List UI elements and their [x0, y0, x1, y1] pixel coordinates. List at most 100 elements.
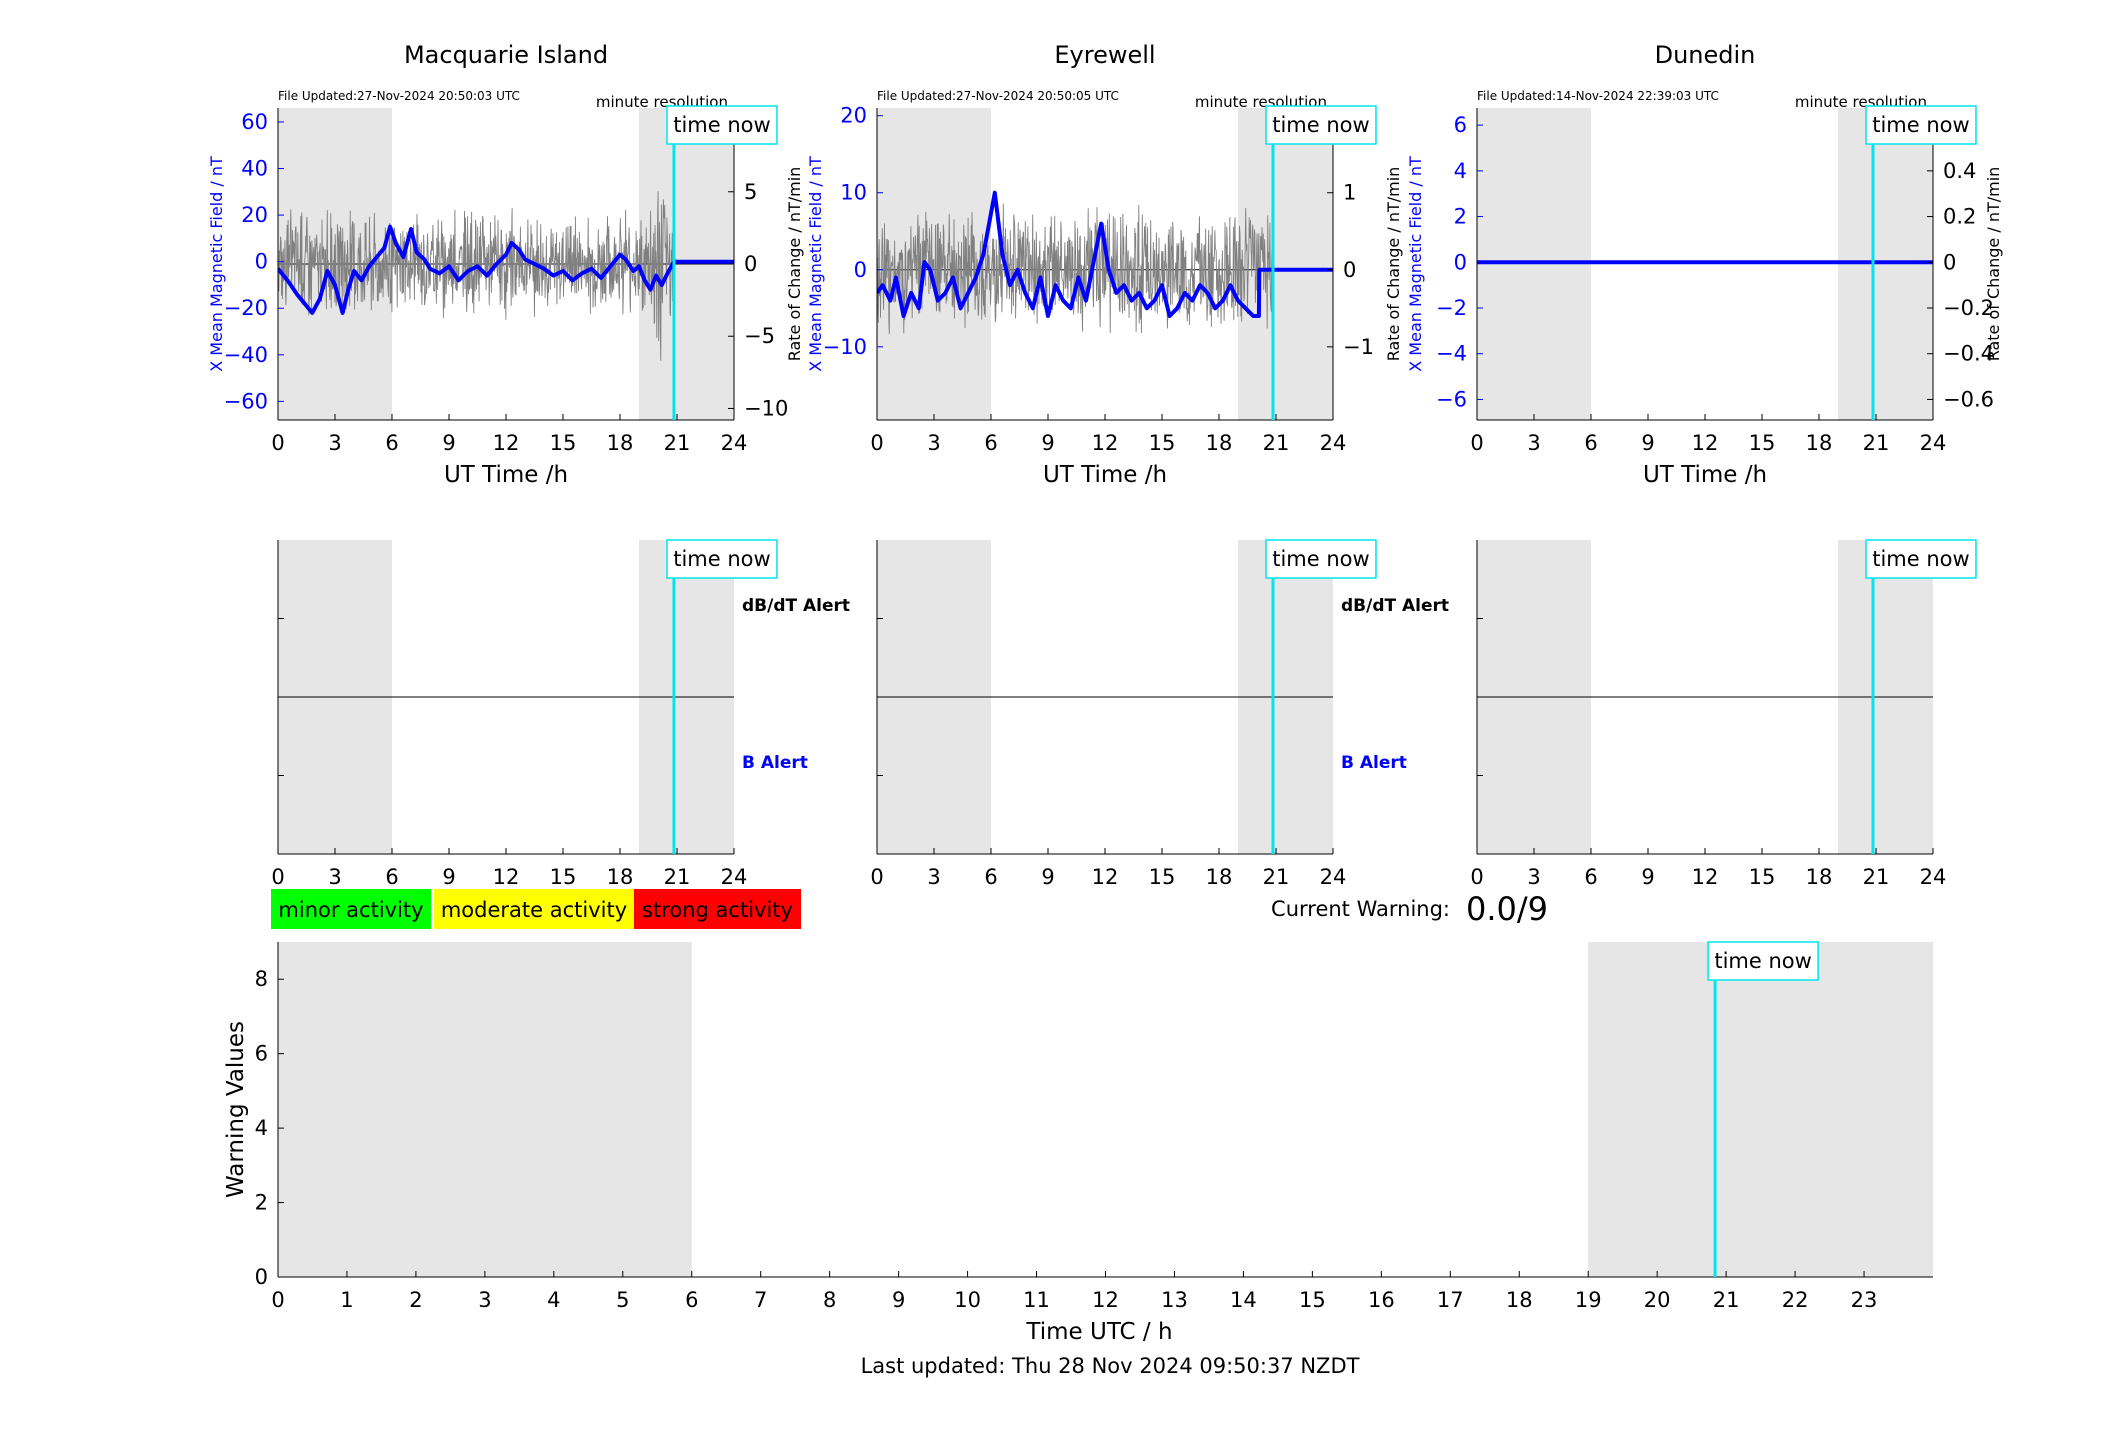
legend-swatch-minor — [271, 889, 431, 929]
legend-moderate: moderate activity — [434, 889, 634, 929]
x-tick-label: 3 — [328, 431, 341, 455]
x-tick-label: 14 — [1230, 1288, 1257, 1312]
y-left-tick-label: −60 — [224, 389, 268, 413]
x-axis-label: UT Time /h — [1643, 462, 1767, 488]
current-warning-value: 0.0/9 — [1466, 890, 1548, 928]
alert-panel-1: 0 3 6 9 12 15 18 21 24 dB/dT Alert B Alert time now — [870, 539, 1449, 889]
time-now-label: time now — [1714, 949, 1811, 973]
x-tick-label: 0 — [271, 1288, 284, 1312]
y-right-tick-label: 0 — [1343, 258, 1356, 282]
x-tick-label: 6 — [984, 431, 997, 455]
y-tick-label: 2 — [255, 1191, 268, 1215]
x-tick-label: 3 — [1527, 431, 1540, 455]
y-left-axis-label: X Mean Magnetic Field / nT — [806, 156, 825, 372]
y-left-tick-label: 6 — [1454, 113, 1467, 137]
x-tick-label: 21 — [664, 865, 691, 889]
legend-label-strong: strong activity — [642, 898, 793, 922]
x-tick-label: 6 — [984, 865, 997, 889]
x-tick-label: 3 — [927, 431, 940, 455]
x-tick-label: 20 — [1644, 1288, 1671, 1312]
x-tick-label: 15 — [550, 431, 577, 455]
y-right-axis-label: Rate of Change / nT/min — [1384, 167, 1403, 362]
y-right-axis-label: Rate of Change / nT/min — [785, 167, 804, 362]
x-tick-label: 0 — [870, 431, 883, 455]
x-tick-label: 11 — [1023, 1288, 1050, 1312]
y-left-tick-label: −20 — [224, 296, 268, 320]
x-tick-label: 24 — [721, 865, 748, 889]
x-tick-label: 4 — [547, 1288, 560, 1312]
legend-label-minor: minor activity — [278, 898, 423, 922]
y-right-tick-label: −0.4 — [1943, 342, 1994, 366]
station-panel-2: Dunedin File Updated:14-Nov-2024 22:39:03… — [1406, 41, 2003, 488]
file-updated-text: File Updated:27-Nov-2024 20:50:05 UTC — [877, 89, 1119, 103]
x-tick-label: 24 — [1320, 431, 1347, 455]
x-tick-label: 23 — [1851, 1288, 1878, 1312]
x-axis-label: UT Time /h — [1043, 462, 1167, 488]
x-tick-label: 12 — [493, 865, 520, 889]
y-right-tick-label: −5 — [744, 324, 775, 348]
y-left-tick-label: −40 — [224, 343, 268, 367]
x-tick-label: 12 — [1092, 431, 1119, 455]
y-right-tick-label: 0.4 — [1943, 159, 1976, 183]
time-now-label: time now — [1272, 113, 1369, 137]
x-axis-label: UT Time /h — [444, 462, 568, 488]
x-tick-label: 2 — [409, 1288, 422, 1312]
y-tick-label: 6 — [255, 1042, 268, 1066]
y-left-tick-label: 40 — [241, 157, 268, 181]
x-tick-label: 9 — [1641, 431, 1654, 455]
time-now-box — [666, 105, 778, 145]
x-tick-label: 21 — [664, 431, 691, 455]
x-tick-label: 5 — [616, 1288, 629, 1312]
rate-of-change-line — [278, 191, 675, 361]
rate-of-change-line — [877, 203, 1274, 335]
x-tick-label: 18 — [1806, 865, 1833, 889]
b-alert-label: B Alert — [1341, 753, 1407, 773]
time-now-label: time now — [673, 113, 770, 137]
x-tick-label: 15 — [1149, 431, 1176, 455]
y-right-tick-label: 0 — [1943, 250, 1956, 274]
x-tick-label: 15 — [1749, 431, 1776, 455]
y-left-tick-label: 10 — [840, 181, 867, 205]
y-left-axis-label: X Mean Magnetic Field / nT — [207, 156, 226, 372]
x-tick-label: 9 — [1041, 865, 1054, 889]
x-tick-label: 12 — [1692, 865, 1719, 889]
y-tick-label: 0 — [255, 1265, 268, 1289]
x-tick-label: 24 — [721, 431, 748, 455]
x-tick-label: 13 — [1161, 1288, 1188, 1312]
b-alert-label: B Alert — [742, 753, 808, 773]
y-tick-label: 4 — [255, 1116, 268, 1140]
y-right-tick-label: 1 — [1343, 181, 1356, 205]
x-tick-label: 16 — [1368, 1288, 1395, 1312]
x-tick-label: 18 — [1506, 1288, 1533, 1312]
x-tick-label: 0 — [1470, 431, 1483, 455]
x-tick-label: 21 — [1263, 431, 1290, 455]
alert-panel-0: 0 3 6 9 12 15 18 21 24 dB/dT Alert B Alert time now — [271, 539, 850, 889]
station-panel-0: Macquarie Island File Updated:27-Nov-2024… — [207, 41, 804, 488]
legend-minor: minor activity — [271, 889, 431, 929]
x-tick-label: 21 — [1263, 865, 1290, 889]
x-tick-label: 18 — [1206, 865, 1233, 889]
y-right-tick-label: 0.2 — [1943, 205, 1976, 229]
x-tick-label: 1 — [340, 1288, 353, 1312]
x-tick-label: 21 — [1713, 1288, 1740, 1312]
field-line — [877, 190, 1333, 318]
x-tick-label: 21 — [1863, 431, 1890, 455]
y-left-tick-label: −6 — [1436, 387, 1467, 411]
x-tick-label: 24 — [1920, 431, 1947, 455]
y-tick-label: 8 — [255, 967, 268, 991]
x-tick-label: 18 — [607, 865, 634, 889]
x-tick-label: 24 — [1320, 865, 1347, 889]
x-tick-label: 0 — [271, 865, 284, 889]
x-tick-label: 9 — [1041, 431, 1054, 455]
x-tick-label: 6 — [1584, 431, 1597, 455]
x-tick-label: 3 — [1527, 865, 1540, 889]
station-title: Eyrewell — [1054, 41, 1155, 69]
time-now-label: time now — [673, 547, 770, 571]
x-tick-label: 18 — [1806, 431, 1833, 455]
y-left-tick-label: −4 — [1436, 342, 1467, 366]
x-tick-label: 15 — [1749, 865, 1776, 889]
x-tick-label: 15 — [1149, 865, 1176, 889]
station-title: Macquarie Island — [404, 41, 608, 69]
field-line — [278, 224, 734, 315]
top-panels: Macquarie Island File Updated:27-Nov-2024… — [207, 41, 2003, 488]
